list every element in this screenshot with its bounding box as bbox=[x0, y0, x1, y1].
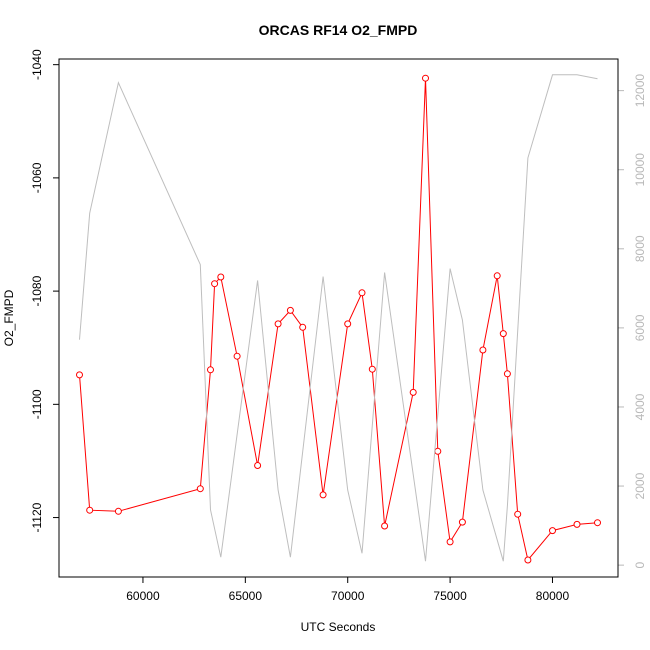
plot-frame bbox=[58, 58, 619, 578]
y-right-tick-label: 6000 bbox=[633, 314, 647, 341]
series-1-point bbox=[76, 371, 83, 379]
x-tick-label: 80000 bbox=[536, 589, 570, 603]
y-right-tick-label: 12000 bbox=[633, 74, 647, 108]
chart-title: ORCAS RF14 O2_FMPD bbox=[259, 22, 418, 38]
series-2-line bbox=[79, 74, 598, 562]
series-1-point bbox=[254, 462, 262, 469]
series-1-point bbox=[503, 370, 511, 378]
series-1-point bbox=[344, 320, 352, 328]
series-1-point bbox=[458, 518, 466, 526]
series-1-point bbox=[286, 306, 294, 314]
y-tick-label: -1120 bbox=[30, 502, 44, 532]
series-1-point bbox=[524, 556, 532, 564]
series-1-point bbox=[299, 323, 307, 331]
y-tick-label: -1040 bbox=[30, 49, 44, 80]
y-tick-label: -1060 bbox=[30, 162, 44, 193]
y-right-tick-label: 8000 bbox=[633, 235, 647, 262]
series-1-point bbox=[594, 519, 601, 527]
y-right-tick-label: 0 bbox=[633, 561, 647, 568]
series-1-point bbox=[573, 520, 581, 528]
series-1-point bbox=[233, 352, 241, 360]
series-1-point bbox=[422, 74, 429, 82]
series-1-point bbox=[207, 366, 214, 374]
x-tick-label: 75000 bbox=[433, 589, 467, 603]
y-tick-label: -1080 bbox=[30, 275, 44, 306]
series-1-point bbox=[319, 491, 327, 499]
series-1-point bbox=[358, 289, 366, 297]
series-1-point bbox=[479, 346, 487, 354]
series-1-point bbox=[381, 522, 389, 530]
y-tick-label: -1100 bbox=[30, 389, 44, 419]
series-1-point bbox=[86, 506, 94, 514]
y-right-tick-label: 4000 bbox=[633, 393, 647, 420]
series-1-point bbox=[409, 388, 417, 396]
y-axis-label: O2_FMPD bbox=[2, 289, 16, 346]
axes-layer: 60000 65000 70000 75000 80000-1120-1100-1080… bbox=[30, 49, 647, 603]
series-1-point bbox=[211, 280, 219, 288]
series-1-point bbox=[114, 507, 122, 515]
x-tick-label: 70000 bbox=[331, 589, 365, 603]
series-1-point bbox=[514, 510, 522, 518]
series-1-point bbox=[196, 485, 204, 493]
series-1-point bbox=[274, 320, 282, 328]
series-layer bbox=[76, 74, 601, 564]
y-right-tick-label: 2000 bbox=[633, 472, 647, 499]
x-tick-label: 60000 bbox=[126, 589, 160, 603]
x-axis-label: UTC Seconds bbox=[301, 620, 376, 634]
series-1-point bbox=[446, 538, 454, 546]
x-tick-label: 65000 bbox=[229, 589, 263, 603]
series-1-point bbox=[217, 273, 225, 281]
series-1-point bbox=[549, 527, 556, 535]
series-1-point bbox=[368, 365, 376, 373]
series-1-point bbox=[499, 330, 507, 338]
series-1-point bbox=[493, 272, 501, 280]
series-1-point bbox=[434, 447, 442, 455]
y-right-tick-label: 10000 bbox=[633, 153, 647, 187]
